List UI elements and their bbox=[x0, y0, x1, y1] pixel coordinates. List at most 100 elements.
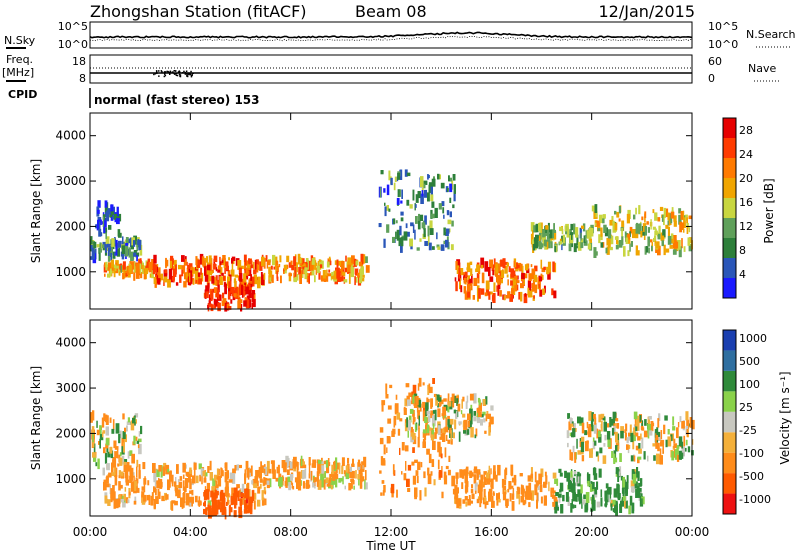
echo-cell bbox=[654, 230, 658, 236]
echo-cell bbox=[224, 463, 228, 468]
echo-cell bbox=[688, 244, 693, 252]
echo-cell bbox=[522, 501, 526, 506]
echo-cell bbox=[417, 410, 420, 419]
echo-cell bbox=[336, 259, 339, 270]
echo-cell bbox=[432, 410, 435, 414]
frequency-dropout-point bbox=[175, 72, 178, 75]
echo-cell bbox=[589, 227, 594, 237]
echo-cell bbox=[243, 273, 246, 282]
frequency-dropout-point bbox=[173, 73, 176, 75]
echo-cell bbox=[345, 471, 350, 480]
echo-cell bbox=[480, 414, 484, 418]
echo-cell bbox=[461, 399, 463, 409]
echo-cell bbox=[615, 244, 619, 250]
echo-cell bbox=[325, 460, 329, 468]
echo-cell bbox=[294, 273, 299, 281]
echo-cell bbox=[269, 276, 272, 282]
echo-cell bbox=[280, 275, 282, 284]
echo-cell bbox=[244, 297, 247, 302]
echo-cell bbox=[520, 291, 523, 302]
echo-cell bbox=[659, 448, 662, 457]
echo-cell bbox=[105, 426, 109, 436]
echo-cell bbox=[228, 306, 232, 310]
echo-cell bbox=[432, 440, 436, 450]
echo-cell bbox=[644, 226, 647, 236]
echo-cell bbox=[355, 260, 359, 266]
echo-cell bbox=[517, 487, 521, 495]
echo-cell bbox=[176, 485, 180, 488]
echo-cell bbox=[396, 412, 401, 420]
echo-cell bbox=[398, 237, 402, 247]
echo-cell bbox=[423, 228, 426, 238]
echo-cell bbox=[553, 497, 558, 501]
echo-cell bbox=[185, 493, 190, 503]
echo-cell bbox=[441, 491, 444, 499]
echo-cell bbox=[270, 265, 273, 270]
echo-cell bbox=[93, 241, 97, 249]
echo-cell bbox=[347, 257, 352, 265]
echo-cell bbox=[252, 478, 256, 486]
echo-cell bbox=[668, 217, 673, 224]
echo-cell bbox=[334, 472, 338, 478]
power-colorbar-segment bbox=[723, 258, 736, 278]
echo-cell bbox=[528, 502, 531, 508]
echo-cell bbox=[468, 421, 472, 429]
echo-cell bbox=[652, 443, 656, 447]
echo-cell bbox=[654, 212, 658, 221]
echo-cell bbox=[673, 220, 677, 227]
echo-cell bbox=[239, 499, 243, 506]
echo-cell bbox=[248, 289, 252, 298]
echo-cell bbox=[430, 413, 433, 419]
echo-cell bbox=[108, 225, 112, 230]
echo-cell bbox=[510, 464, 514, 476]
echo-cell bbox=[605, 247, 608, 254]
echo-cell bbox=[677, 240, 681, 250]
echo-cell bbox=[276, 276, 279, 281]
echo-cell bbox=[102, 432, 104, 438]
echo-cell bbox=[681, 421, 685, 429]
echo-cell bbox=[664, 415, 668, 421]
echo-cell bbox=[410, 246, 413, 250]
echo-cell bbox=[579, 441, 582, 448]
echo-cell bbox=[495, 263, 499, 274]
echo-cell bbox=[555, 501, 558, 509]
echo-cell bbox=[191, 501, 193, 507]
frequency-dropout-point bbox=[191, 73, 194, 75]
echo-cell bbox=[286, 469, 290, 475]
echo-cell bbox=[106, 463, 110, 471]
echo-cell bbox=[401, 189, 403, 199]
echo-cell bbox=[347, 264, 351, 273]
echo-cell bbox=[632, 431, 636, 442]
echo-cell bbox=[396, 229, 400, 241]
echo-cell bbox=[552, 488, 554, 498]
echo-cell bbox=[359, 268, 363, 279]
echo-cell bbox=[504, 265, 508, 274]
echo-cell bbox=[397, 428, 401, 436]
echo-cell bbox=[121, 471, 124, 477]
echo-cell bbox=[200, 272, 204, 282]
echo-cell bbox=[110, 450, 114, 459]
echo-cell bbox=[448, 228, 451, 233]
echo-cell bbox=[483, 471, 487, 475]
echo-cell bbox=[426, 448, 430, 455]
echo-cell bbox=[399, 447, 401, 455]
echo-cell bbox=[520, 484, 523, 495]
echo-cell bbox=[427, 467, 430, 476]
echo-cell bbox=[213, 474, 217, 481]
echo-cell bbox=[440, 182, 445, 189]
echo-cell bbox=[583, 240, 588, 246]
echo-cell bbox=[682, 210, 685, 220]
echo-cell bbox=[576, 234, 579, 245]
echo-cell bbox=[116, 247, 120, 257]
echo-cell bbox=[130, 481, 135, 492]
echo-cell bbox=[587, 472, 589, 482]
echo-cell bbox=[686, 226, 689, 234]
echo-cell bbox=[122, 413, 125, 420]
echo-cell bbox=[482, 411, 486, 416]
echo-cell bbox=[500, 275, 503, 284]
frequency-dropout-point bbox=[179, 75, 181, 77]
echo-cell bbox=[669, 245, 673, 249]
echo-cell bbox=[296, 461, 298, 467]
echo-cell bbox=[625, 237, 629, 244]
echo-cell bbox=[400, 169, 403, 180]
